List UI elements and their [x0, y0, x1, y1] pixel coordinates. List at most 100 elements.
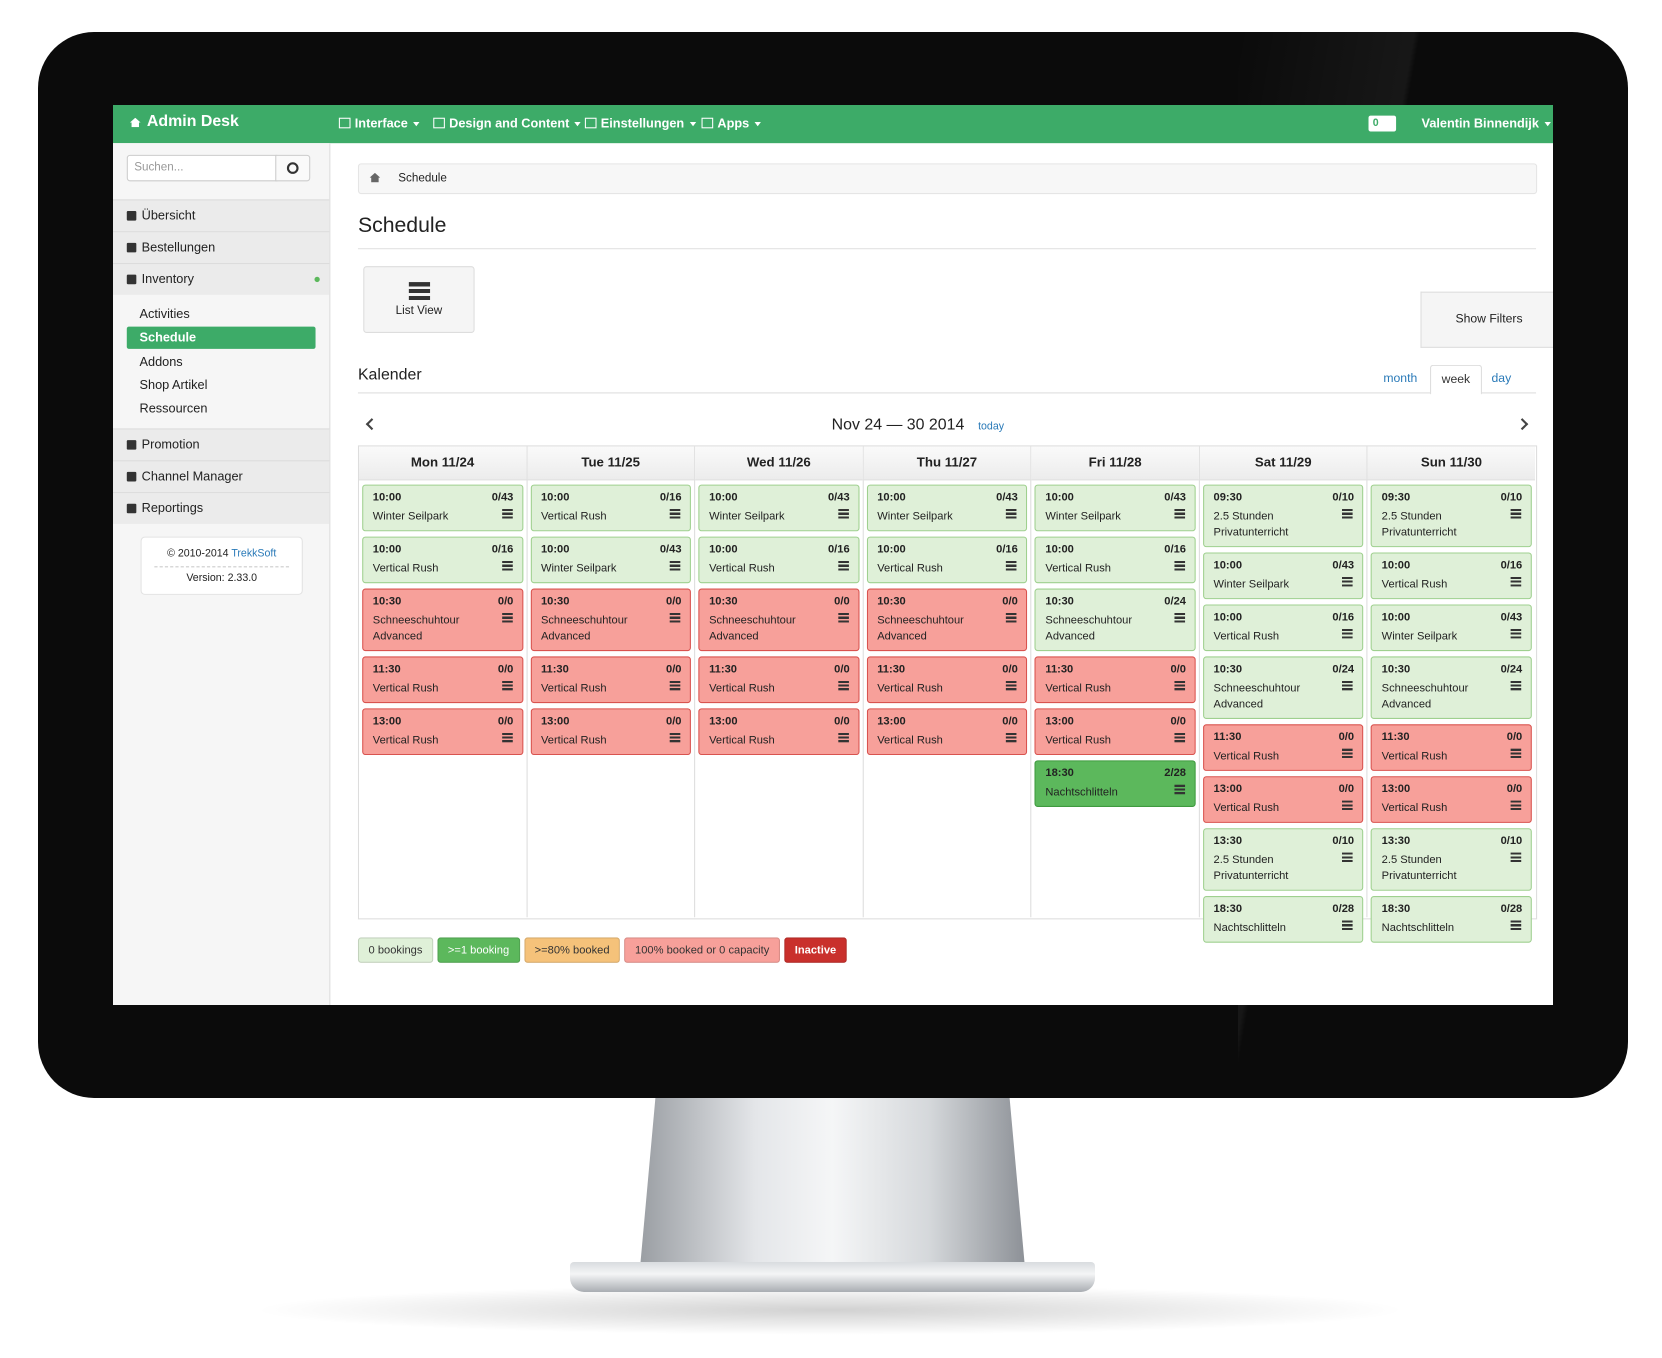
event-list-icon[interactable]: [1342, 628, 1354, 639]
event[interactable]: 10:00 0/16 Vertical Rush: [866, 536, 1028, 584]
submenu-item[interactable]: Activities: [127, 303, 316, 325]
event[interactable]: 10:00 0/43 Winter Seilpark: [866, 484, 1028, 532]
event[interactable]: 10:30 0/24 Schneeschuhtour Advanced: [1034, 588, 1196, 652]
event[interactable]: 10:00 0/43 Winter Seilpark: [530, 536, 692, 584]
event[interactable]: 10:00 0/43 Winter Seilpark: [1034, 484, 1196, 532]
company-link[interactable]: TrekkSoft: [231, 548, 277, 560]
event-list-icon[interactable]: [1510, 576, 1522, 587]
event-list-icon[interactable]: [501, 732, 513, 743]
event[interactable]: 11:30 0/0 Vertical Rush: [1371, 724, 1532, 771]
show-filters-button[interactable]: Show Filters: [1420, 291, 1553, 348]
nav-item[interactable]: Einstellungen: [584, 116, 696, 130]
event[interactable]: 09:30 0/10 2.5 Stunden Privatunterricht: [1371, 484, 1532, 548]
event-list-icon[interactable]: [1342, 576, 1354, 587]
event-list-icon[interactable]: [1342, 920, 1354, 930]
menu-item[interactable]: Channel Manager: [113, 460, 330, 493]
event[interactable]: 13:30 0/10 2.5 Stunden Privatunterricht: [1202, 828, 1364, 891]
event-list-icon[interactable]: [669, 732, 681, 743]
event-list-icon[interactable]: [1342, 680, 1354, 691]
event-list-icon[interactable]: [1510, 509, 1522, 519]
event-list-icon[interactable]: [1510, 852, 1522, 863]
event[interactable]: 13:00 0/0 Vertical Rush: [1034, 708, 1196, 756]
event[interactable]: 10:30 0/0 Schneeschuhtour Advanced: [362, 588, 523, 652]
event-list-icon[interactable]: [1510, 680, 1522, 691]
event-list-icon[interactable]: [1174, 784, 1185, 795]
event-list-icon[interactable]: [837, 612, 849, 623]
event[interactable]: 18:30 0/28 Nachtschlitteln: [1202, 896, 1364, 943]
event[interactable]: 11:30 0/0 Vertical Rush: [1202, 724, 1364, 771]
submenu-item[interactable]: Schedule: [126, 326, 316, 350]
event-list-icon[interactable]: [1006, 732, 1017, 743]
event-list-icon[interactable]: [837, 509, 849, 519]
event[interactable]: 10:00 0/16 Vertical Rush: [698, 536, 860, 584]
event[interactable]: 13:00 0/0 Vertical Rush: [1202, 776, 1364, 823]
event[interactable]: 10:00 0/16 Vertical Rush: [530, 484, 692, 532]
nav-item[interactable]: Design and Content: [433, 116, 582, 130]
event-list-icon[interactable]: [837, 560, 849, 571]
event-list-icon[interactable]: [1174, 680, 1185, 691]
event[interactable]: 10:30 0/24 Schneeschuhtour Advanced: [1202, 656, 1364, 719]
menu-item[interactable]: Bestellungen: [113, 231, 330, 263]
event[interactable]: 13:30 0/10 2.5 Stunden Privatunterricht: [1371, 828, 1532, 891]
event-list-icon[interactable]: [1174, 560, 1185, 571]
event[interactable]: 10:00 0/16 Vertical Rush: [1034, 536, 1196, 584]
event-list-icon[interactable]: [501, 680, 513, 691]
event[interactable]: 13:00 0/0 Vertical Rush: [1371, 776, 1532, 823]
event-list-icon[interactable]: [669, 680, 681, 691]
menu-item[interactable]: Reportings: [113, 492, 330, 524]
nav-item[interactable]: Interface: [338, 116, 420, 130]
event-list-icon[interactable]: [501, 509, 513, 519]
event-list-icon[interactable]: [1510, 628, 1522, 639]
event[interactable]: 13:00 0/0 Vertical Rush: [530, 708, 692, 756]
search-input[interactable]: Suchen...: [126, 154, 278, 182]
event-list-icon[interactable]: [1342, 800, 1354, 811]
event[interactable]: 09:30 0/10 2.5 Stunden Privatunterricht: [1202, 484, 1364, 548]
event-list-icon[interactable]: [1342, 509, 1354, 519]
event[interactable]: 11:30 0/0 Vertical Rush: [866, 656, 1028, 704]
event-list-icon[interactable]: [1174, 612, 1185, 623]
event[interactable]: 10:30 0/0 Schneeschuhtour Advanced: [866, 588, 1028, 652]
event[interactable]: 11:30 0/0 Vertical Rush: [530, 656, 692, 704]
event-list-icon[interactable]: [1342, 748, 1354, 759]
event-list-icon[interactable]: [669, 560, 681, 571]
event-list-icon[interactable]: [837, 732, 849, 743]
submenu-item[interactable]: Shop Artikel: [127, 374, 316, 396]
event[interactable]: 10:30 0/24 Schneeschuhtour Advanced: [1371, 656, 1532, 719]
event[interactable]: 10:30 0/0 Schneeschuhtour Advanced: [530, 588, 692, 652]
event-list-icon[interactable]: [1006, 560, 1017, 571]
event-list-icon[interactable]: [669, 612, 681, 623]
event[interactable]: 11:30 0/0 Vertical Rush: [362, 656, 523, 704]
event[interactable]: 18:30 2/28 Nachtschlitteln: [1034, 760, 1196, 807]
event[interactable]: 11:30 0/0 Vertical Rush: [1034, 656, 1196, 704]
event[interactable]: 10:00 0/16 Vertical Rush: [1202, 604, 1364, 652]
view-tab[interactable]: week: [1430, 364, 1482, 395]
event-list-icon[interactable]: [1510, 920, 1522, 930]
today-button[interactable]: today: [978, 420, 1005, 433]
event-list-icon[interactable]: [1006, 509, 1017, 519]
event[interactable]: 13:00 0/0 Vertical Rush: [698, 708, 860, 756]
event[interactable]: 10:00 0/43 Winter Seilpark: [362, 484, 523, 532]
event-list-icon[interactable]: [1006, 612, 1017, 623]
menu-item[interactable]: Übersicht: [113, 199, 330, 232]
message-badge[interactable]: 0: [1368, 115, 1397, 132]
submenu-item[interactable]: Addons: [127, 351, 316, 373]
event-list-icon[interactable]: [501, 560, 513, 571]
event-list-icon[interactable]: [1174, 509, 1185, 519]
event-list-icon[interactable]: [669, 509, 681, 519]
event[interactable]: 10:30 0/0 Schneeschuhtour Advanced: [698, 588, 860, 652]
event[interactable]: 10:00 0/43 Winter Seilpark: [1371, 604, 1532, 652]
event-list-icon[interactable]: [1510, 748, 1522, 759]
event[interactable]: 18:30 0/28 Nachtschlitteln: [1371, 896, 1532, 943]
event-list-icon[interactable]: [837, 680, 849, 691]
view-tab[interactable]: month: [1383, 372, 1418, 385]
menu-item[interactable]: Inventory: [113, 262, 330, 295]
brand[interactable]: Admin Desk: [146, 112, 239, 131]
event[interactable]: 10:00 0/43 Winter Seilpark: [698, 484, 860, 532]
search-button[interactable]: [275, 154, 311, 182]
user-menu[interactable]: Valentin Binnendijk: [1407, 116, 1551, 130]
event[interactable]: 13:00 0/0 Vertical Rush: [362, 708, 523, 756]
menu-item[interactable]: Promotion: [113, 428, 330, 461]
event-list-icon[interactable]: [1510, 800, 1522, 811]
event-list-icon[interactable]: [1174, 732, 1185, 743]
submenu-item[interactable]: Ressourcen: [127, 398, 316, 420]
